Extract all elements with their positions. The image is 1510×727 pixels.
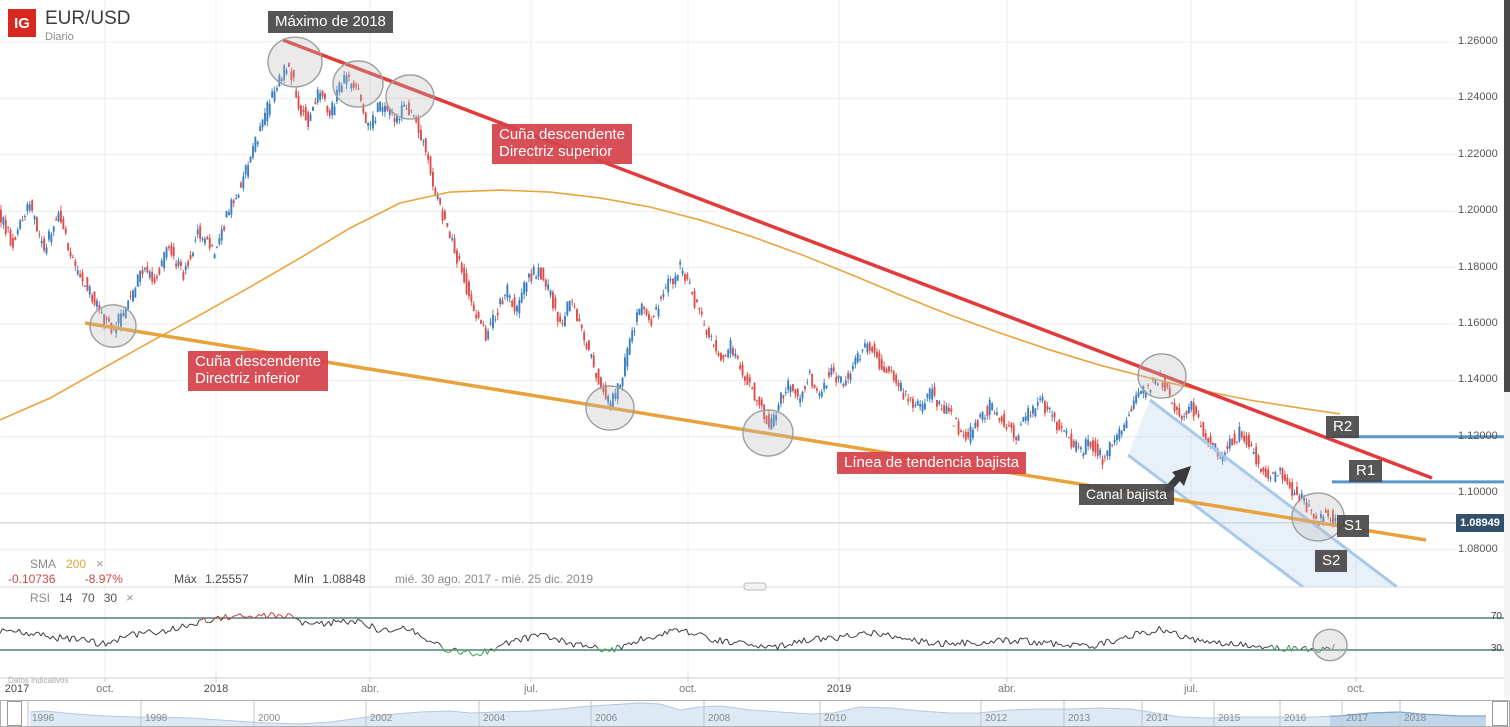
navigator-right-handle[interactable] [1492,701,1508,726]
support-2-label: S2 [1315,550,1348,573]
min-value: 1.08848 [322,572,366,586]
navigator-year-label: 2016 [1284,713,1307,724]
rsi-label: RSI [30,590,51,605]
rsi-lower-value: 30 [103,590,118,605]
sma-200-line[interactable] [0,189,1341,421]
navigator-year-label: 1996 [32,713,55,724]
ig-logo[interactable]: IG [8,9,36,37]
navigator-year-label: 2002 [370,713,393,724]
instrument-header: IG EUR/USD Diario [8,9,131,43]
change-value: -0.10736 [8,572,56,586]
date-axis-tick: 2017 [4,683,30,695]
resistance-2-label: R2 [1326,416,1360,439]
date-axis-tick: oct. [1347,683,1365,695]
sma-close-button[interactable]: × [96,556,104,571]
navigator-year-label: 2015 [1218,713,1241,724]
date-range: mié. 30 ago. 2017 - mié. 25 dic. 2019 [394,572,594,586]
navigator-year-label: 2018 [1404,713,1427,724]
support-1-label: S1 [1337,515,1370,538]
date-axis-tick: oct. [679,683,697,695]
rsi-close-button[interactable]: × [126,590,134,605]
navigator-year-label: 2000 [258,713,281,724]
price-axis-tick: 1.10000 [1458,486,1498,499]
rsi-legend: RSI 14 70 30 × [30,590,134,605]
price-axis-tick: 1.20000 [1458,204,1498,217]
date-axis-tick: jul. [523,683,539,695]
date-axis-tick: 2019 [826,683,852,695]
price-axis-tick: 1.08000 [1458,542,1498,555]
interval-label[interactable]: Diario [45,31,74,43]
min-label: Mín [293,572,314,586]
cuna-descendente-superior-label: Cuña descendente Directriz superior [492,124,632,164]
date-axis-tick: jul. [1183,683,1199,695]
navigator-year-label: 2004 [483,713,506,724]
rsi-pane [0,611,1504,657]
instrument-title: EUR/USD [45,8,131,29]
highlight-circles [89,36,1348,662]
price-axis-tick: 1.12000 [1458,429,1498,442]
navigator-year-label: 2017 [1346,713,1369,724]
max-value: 1.25557 [205,572,249,586]
date-axis-tick: oct. [96,683,114,695]
navigator-year-label: 2006 [595,713,618,724]
indicative-data-note: Datos indicativos [8,676,69,685]
navigator-year-label: 2010 [824,713,847,724]
rsi-period-value: 14 [59,590,73,605]
price-axis-tick: 1.24000 [1458,91,1498,104]
stats-row: -0.10736 -8.97% Máx 1.25557 Mín 1.08848 … [8,572,593,586]
rsi-upper-level-label: 70 [1490,611,1502,622]
date-axis-tick: abr. [997,683,1017,695]
sma-label: SMA [30,556,57,571]
price-axis-tick: 1.18000 [1458,260,1498,273]
bearish-channel [1127,398,1398,589]
rsi-lower-level-label: 30 [1490,643,1502,654]
sma-period-value: 200 [66,556,87,571]
navigator-year-label: 2008 [708,713,731,724]
change-percent: -8.97% [84,572,123,586]
scrollbar-thumb[interactable] [1504,0,1510,392]
wedge-upper-trendline[interactable] [282,38,1433,480]
rsi-upper-value: 70 [81,590,95,605]
canal-bajista-label: Canal bajista [1079,484,1174,506]
resistance-1-label: R1 [1349,460,1383,483]
date-axis-tick: abr. [360,683,380,695]
navigator-year-label: 2012 [985,713,1008,724]
price-axis-tick: 1.22000 [1458,147,1498,160]
navigator-selection[interactable] [30,703,1486,726]
navigator-year-label: 2014 [1146,713,1169,724]
navigator-left-handle[interactable] [7,701,22,726]
navigator-year-label: 1998 [145,713,168,724]
cuna-descendente-inferior-label: Cuña descendente Directriz inferior [188,351,328,391]
maximo-2018-label: Máximo de 2018 [268,11,393,34]
price-axis-tick: 1.16000 [1458,317,1498,329]
max-label: Máx [174,572,197,586]
title-block: EUR/USD Diario [45,9,131,43]
linea-tendencia-bajista-label: Línea de tendencia bajista [837,452,1027,475]
pane-resize-handle[interactable] [743,582,767,591]
sma-legend: SMA 200 × [30,556,104,571]
navigator[interactable] [0,700,1510,727]
last-price-badge: 1.08949 [1456,514,1504,532]
navigator-year-label: 2013 [1068,713,1091,724]
date-axis-tick: 2018 [203,683,229,695]
price-axis-tick: 1.26000 [1458,35,1498,47]
price-axis-tick: 1.14000 [1458,373,1498,386]
candlesticks [0,62,1337,528]
